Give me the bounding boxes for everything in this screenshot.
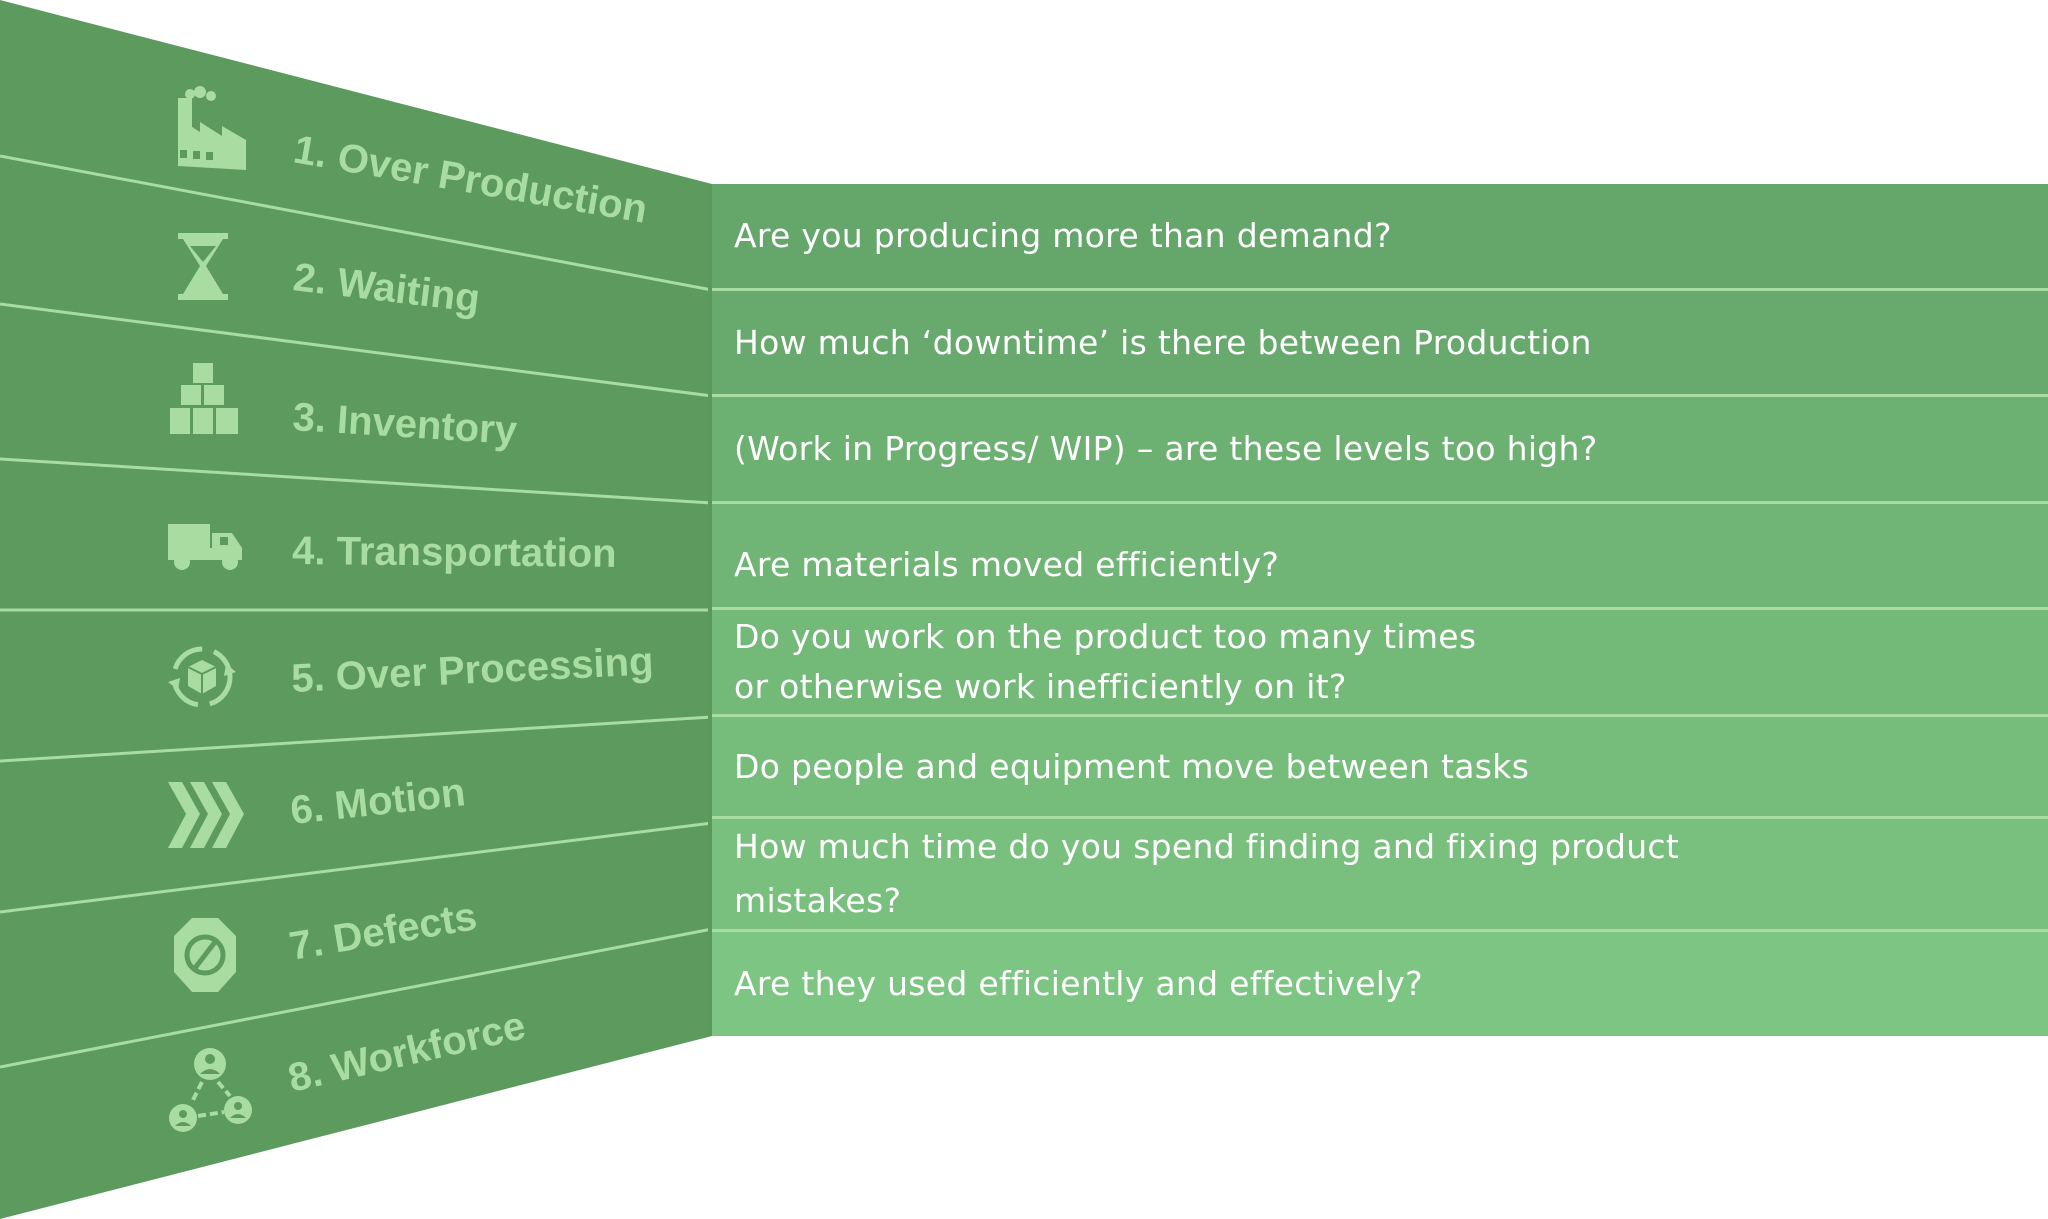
question-text: How much time do you spend finding and f… [734,827,1680,920]
question-row-1: Are you producing more than demand? [712,184,2048,291]
question-text: How much ‘downtime’ is there between Pro… [734,322,1592,362]
hourglass-icon [178,233,228,300]
question-row-5: Do you work on the product too many time… [712,610,2048,717]
prohibited-octagon-icon [174,918,236,992]
boxes-stack-icon [170,363,238,434]
question-text: Are they used efficiently and effectivel… [734,964,1423,1003]
factory-icon [178,86,246,170]
truck-icon [168,524,242,570]
waste-label-4: 4. Transportation [292,529,617,576]
question-row-7: How much time do you spend finding and f… [712,819,2048,932]
people-network-icon [169,1048,252,1132]
question-row-2: How much ‘downtime’ is there between Pro… [712,291,2048,397]
question-row-8: Are they used efficiently and effectivel… [712,932,2048,1036]
question-text: (Work in Progress/ WIP) – are these leve… [734,429,1598,468]
question-text: Do you work on the product too many time… [734,617,1477,706]
label-panel-dividers [0,154,713,1069]
box-cycle-icon [168,646,236,708]
questions-panel: Are you producing more than demand? How … [712,184,2048,1036]
question-text: Do people and equipment move between tas… [734,746,1530,786]
question-row-6: Do people and equipment move between tas… [712,717,2048,819]
question-text: Are you producing more than demand? [734,216,1392,255]
chevrons-right-icon [168,782,244,848]
question-row-3: (Work in Progress/ WIP) – are these leve… [712,397,2048,504]
question-text: Are materials moved efficiently? [734,544,1280,584]
question-row-4: Are materials moved efficiently? [712,504,2048,610]
panel-fold-edge [708,184,714,1036]
